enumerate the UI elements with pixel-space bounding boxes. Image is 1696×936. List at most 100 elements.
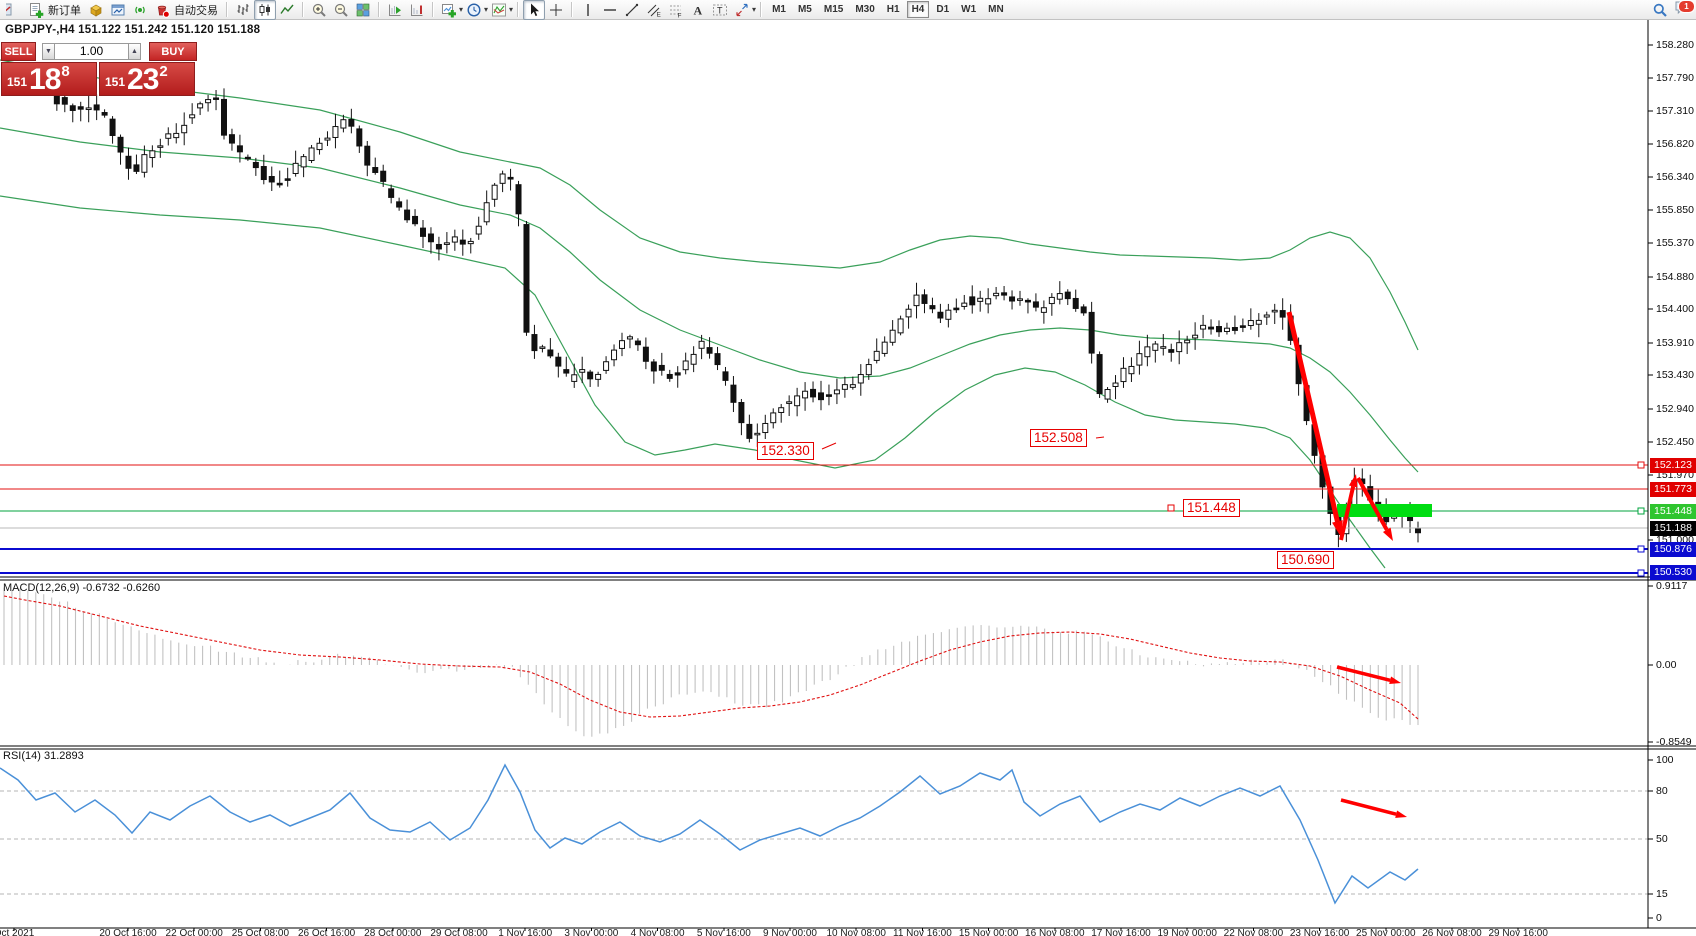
time-label-20[interactable]: 26 Nov 08:00 <box>1422 928 1482 936</box>
new-order-button[interactable] <box>25 0 47 20</box>
crosshair-tool-button[interactable] <box>545 0 567 20</box>
time-label-3[interactable]: 26 Oct 16:00 <box>297 928 356 936</box>
chat-button[interactable]: 1 <box>1671 0 1695 19</box>
time-label-18[interactable]: 23 Nov 16:00 <box>1289 928 1350 936</box>
arrows-tool-button[interactable] <box>731 0 753 20</box>
rsi-arrow[interactable] <box>1340 798 1397 816</box>
cursor-tool-button[interactable] <box>523 0 546 20</box>
hline-150-876-handle[interactable] <box>1637 545 1645 553</box>
time-label-14[interactable]: 16 Nov 08:00 <box>1025 928 1085 936</box>
bar-chart-button[interactable] <box>232 0 254 20</box>
macd-tick-0.00: 0.00 <box>1656 659 1677 671</box>
buy-price-button[interactable]: 151 23 2 <box>99 62 195 96</box>
clipped-toolbar-icon[interactable] <box>3 0 25 20</box>
arrows-tool-button-dropdown[interactable]: ▾ <box>752 5 757 14</box>
line-chart-button[interactable] <box>276 0 298 20</box>
price-annotation-151.448[interactable]: 151.448 <box>1183 499 1240 517</box>
line-chart-icon <box>279 2 295 18</box>
time-label-11[interactable]: 10 Nov 08:00 <box>826 928 886 936</box>
green-highlight-bar[interactable] <box>1337 504 1432 517</box>
price-tick-152.940: 152.940 <box>1656 403 1694 415</box>
indicators-button-dropdown[interactable]: ▾ <box>509 5 514 14</box>
time-label-4[interactable]: 28 Oct 00:00 <box>364 928 422 936</box>
hline-150-530-handle[interactable] <box>1637 569 1645 577</box>
price-label-anchor[interactable] <box>1167 504 1175 512</box>
signals-button[interactable] <box>129 0 151 20</box>
time-label-12[interactable]: 11 Nov 16:00 <box>893 928 952 936</box>
timeframe-button-m15[interactable]: M15 <box>823 4 844 15</box>
autotrading-button[interactable] <box>151 0 173 20</box>
search-button[interactable] <box>1649 0 1671 20</box>
market-watch-button[interactable] <box>85 0 107 20</box>
tile-windows-button[interactable] <box>352 0 374 20</box>
new-order-label[interactable]: 新订单 <box>48 4 81 17</box>
price-annotation-152.330[interactable]: 152.330 <box>757 442 814 460</box>
time-label-19[interactable]: 25 Nov 00:00 <box>1356 928 1416 936</box>
vertical-line-tool-button[interactable] <box>577 0 599 20</box>
data-window-button[interactable] <box>107 0 129 20</box>
time-label-2[interactable]: 25 Oct 08:00 <box>231 928 290 936</box>
time-label-9[interactable]: 5 Nov 16:00 <box>696 928 751 936</box>
macd-arrow[interactable] <box>1336 665 1391 682</box>
price-level-lines[interactable] <box>0 461 1648 577</box>
timeframe-button-h1[interactable]: H1 <box>886 4 900 15</box>
zoom-in-button[interactable] <box>308 0 330 20</box>
arrows-icon <box>734 2 750 18</box>
indicators-button[interactable] <box>488 0 510 20</box>
auto-scroll-button[interactable] <box>406 0 428 20</box>
trendline-tool-button[interactable] <box>621 0 643 20</box>
timeframe-button-m1[interactable]: M1 <box>772 4 786 15</box>
bounce-arrow[interactable] <box>1339 486 1356 541</box>
equidistant-channel-tool-button[interactable]: E <box>643 0 665 20</box>
price-tick-156.820: 156.820 <box>1656 138 1694 150</box>
annotation-leader-0 <box>821 442 837 450</box>
timeframe-button-d1[interactable]: D1 <box>936 4 950 15</box>
time-label-8[interactable]: 4 Nov 08:00 <box>630 928 685 936</box>
volume-input[interactable] <box>55 43 128 60</box>
new-chart-button[interactable] <box>438 0 460 20</box>
timeframe-button-h4[interactable]: H4 <box>906 1 930 18</box>
zoom-out-button[interactable] <box>330 0 352 20</box>
decline-arrow[interactable] <box>1286 311 1340 522</box>
hline-152-123-handle[interactable] <box>1637 461 1645 469</box>
time-label-7[interactable]: 3 Nov 00:00 <box>564 928 619 936</box>
macd-histogram <box>3 587 1419 737</box>
text-label-tool-button[interactable]: T <box>709 0 731 20</box>
sell-button[interactable]: SELL <box>1 42 36 61</box>
timeframe-button-m5[interactable]: M5 <box>797 4 812 15</box>
second-decline-arrow[interactable] <box>1356 477 1389 531</box>
new-chart-button-dropdown[interactable]: ▾ <box>459 5 464 14</box>
time-label-6[interactable]: 1 Nov 16:00 <box>498 928 553 936</box>
time-label-0[interactable]: 20 Oct 16:00 <box>99 928 157 936</box>
trend-arrows[interactable] <box>1286 311 1407 818</box>
text-tool-button[interactable]: A <box>687 0 709 20</box>
periods-button-dropdown[interactable]: ▾ <box>484 5 489 14</box>
time-label-16[interactable]: 19 Nov 00:00 <box>1157 928 1217 936</box>
time-label-first[interactable]: Oct 2021 <box>0 928 35 936</box>
time-label-21[interactable]: 29 Nov 16:00 <box>1488 928 1548 936</box>
volume-decrease-button[interactable]: ▼ <box>42 43 55 60</box>
price-annotation-152.508[interactable]: 152.508 <box>1030 429 1087 447</box>
horizontal-line-tool-button[interactable] <box>599 0 621 20</box>
fibonacci-tool-button[interactable]: F <box>665 0 687 20</box>
rsi-tick-0: 0 <box>1656 912 1662 924</box>
timeframe-button-w1[interactable]: W1 <box>961 4 977 15</box>
time-label-15[interactable]: 17 Nov 16:00 <box>1091 928 1151 936</box>
candlestick-chart-button[interactable] <box>254 0 276 20</box>
time-label-1[interactable]: 22 Oct 00:00 <box>165 928 223 936</box>
periods-button[interactable] <box>463 0 485 20</box>
timeframe-button-mn[interactable]: MN <box>988 4 1004 15</box>
autotrading-label[interactable]: 自动交易 <box>174 4 218 17</box>
chart-shift-button[interactable] <box>384 0 406 20</box>
buy-button[interactable]: BUY <box>149 42 197 61</box>
price-annotation-150.690[interactable]: 150.690 <box>1277 551 1334 569</box>
volume-increase-button[interactable]: ▲ <box>128 43 141 60</box>
hline-151-448-handle[interactable] <box>1637 507 1645 515</box>
time-label-5[interactable]: 29 Oct 08:00 <box>430 928 488 936</box>
second-decline-arrow-head <box>1382 527 1393 541</box>
sell-price-button[interactable]: 151 18 8 <box>1 62 97 96</box>
time-label-13[interactable]: 15 Nov 00:00 <box>958 928 1019 936</box>
timeframe-button-m30[interactable]: M30 <box>855 4 875 15</box>
time-label-17[interactable]: 22 Nov 08:00 <box>1223 928 1284 936</box>
time-label-10[interactable]: 9 Nov 00:00 <box>763 928 817 936</box>
